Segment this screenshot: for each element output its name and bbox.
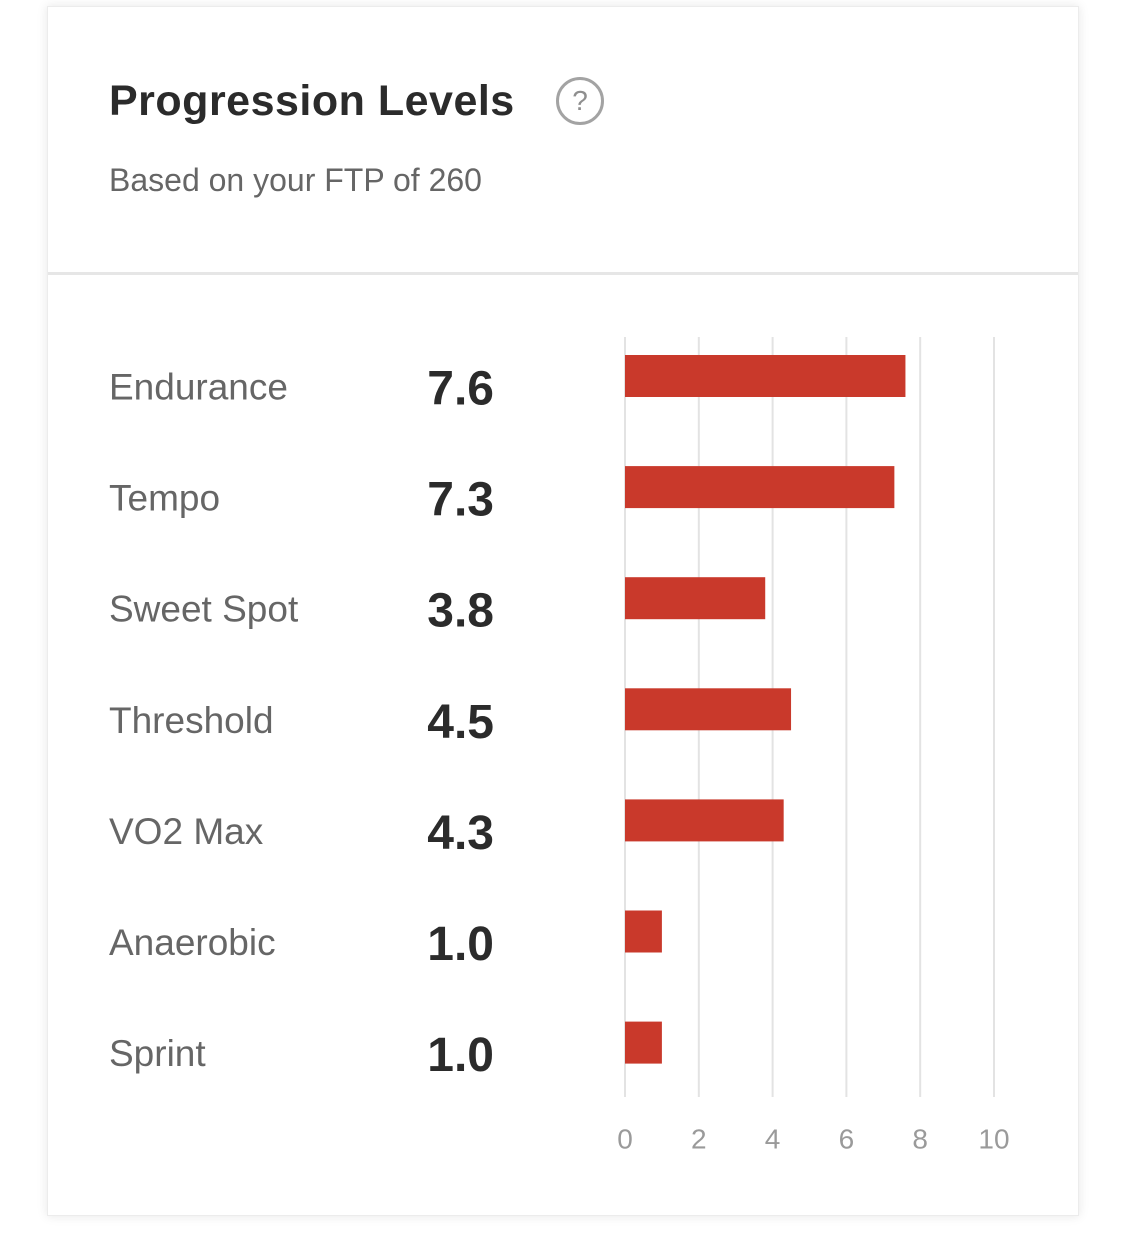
- progression-bar-chart: Endurance 7.6 Tempo 7.3 Sweet Spot 3.8 Thresho…: [109, 337, 1010, 1155]
- bar-endurance: [625, 355, 906, 397]
- bar-sweet-spot: [625, 577, 766, 620]
- value-label-endurance: 7.6: [427, 363, 494, 416]
- bar-threshold: [625, 688, 792, 731]
- bar-anaerobic: [625, 910, 662, 953]
- category-label-sweet-spot: Sweet Spot: [109, 589, 299, 630]
- value-label-sprint: 1.0: [427, 1029, 494, 1082]
- category-label-tempo: Tempo: [109, 478, 220, 519]
- x-tick-label-2: 2: [691, 1124, 707, 1155]
- value-label-sweet-spot: 3.8: [427, 585, 494, 638]
- card-subtitle: Based on your FTP of 260: [109, 162, 482, 198]
- value-label-tempo: 7.3: [427, 474, 494, 527]
- value-label-anaerobic: 1.0: [427, 918, 494, 971]
- question-circle-icon[interactable]: ?: [556, 77, 604, 125]
- card-title: Progression Levels: [109, 77, 515, 125]
- category-label-threshold: Threshold: [109, 700, 274, 741]
- x-tick-label-8: 8: [912, 1124, 928, 1155]
- value-label-vo2-max: 4.3: [427, 807, 494, 860]
- x-tick-label-0: 0: [617, 1124, 633, 1155]
- category-label-anaerobic: Anaerobic: [109, 922, 276, 963]
- card-header: Progression Levels ? Based on your FTP o…: [48, 7, 1078, 275]
- progression-levels-card: Progression Levels ? Based on your FTP o…: [47, 6, 1079, 1216]
- category-label-vo2-max: VO2 Max: [109, 811, 264, 852]
- bar-sprint: [625, 1021, 662, 1064]
- bar-tempo: [625, 466, 895, 509]
- value-label-threshold: 4.5: [427, 696, 494, 749]
- progression-chart: Endurance 7.6 Tempo 7.3 Sweet Spot 3.8 Thresho…: [48, 275, 1078, 1215]
- bar-vo2-max: [625, 799, 784, 842]
- category-label-endurance: Endurance: [109, 367, 288, 408]
- category-label-sprint: Sprint: [109, 1033, 206, 1074]
- x-tick-label-6: 6: [839, 1124, 855, 1155]
- x-tick-label-4: 4: [765, 1124, 781, 1155]
- x-tick-label-10: 10: [978, 1124, 1009, 1155]
